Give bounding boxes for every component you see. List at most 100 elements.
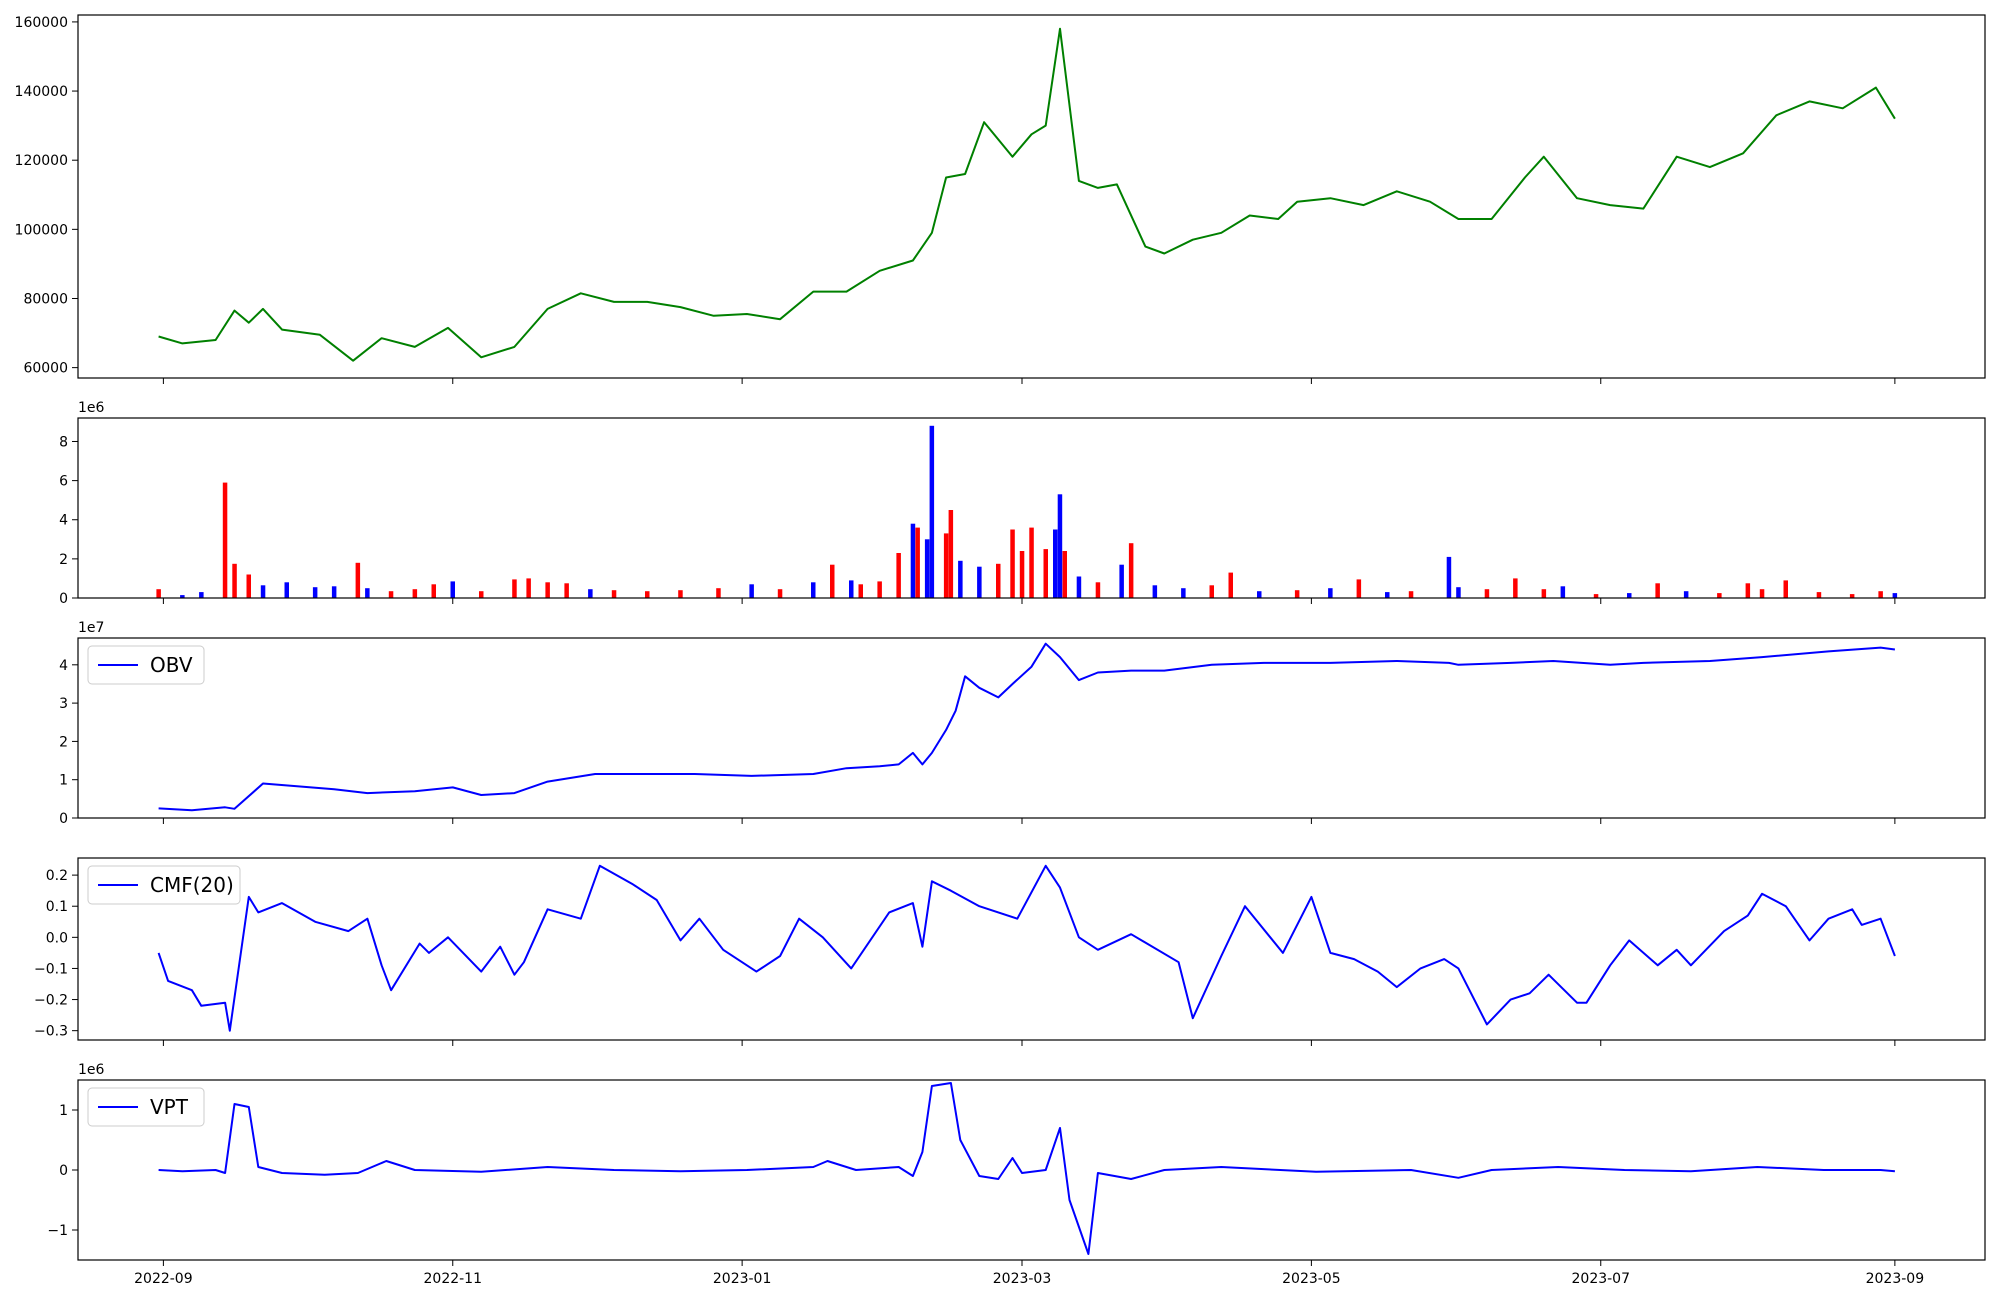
volume-bar bbox=[1408, 591, 1414, 598]
volume-bar bbox=[1057, 494, 1063, 598]
volume-bar bbox=[1446, 556, 1452, 598]
volume-bar bbox=[1294, 590, 1300, 598]
volume-bar bbox=[246, 574, 251, 598]
volume-bar bbox=[678, 590, 683, 598]
volume-bar bbox=[512, 579, 517, 598]
legend-box bbox=[87, 645, 205, 685]
volume-bar bbox=[365, 588, 370, 598]
panel-volume: 0 2 4 6 8 1e6 bbox=[59, 400, 1986, 607]
volume-bar bbox=[526, 578, 531, 598]
volume-bar bbox=[1385, 592, 1390, 598]
axes-frame-cmf bbox=[77, 857, 1986, 1041]
volume-bar bbox=[1717, 593, 1722, 598]
y-tick-label-obv: 2 bbox=[59, 734, 68, 750]
y-tick-label-volume: 4 bbox=[59, 513, 68, 529]
legend-label: CMF(20) bbox=[150, 873, 234, 897]
y-tick-label-price: 60000 bbox=[23, 361, 68, 377]
volume-bar bbox=[749, 584, 754, 598]
panel-cmf: −0.3 −0.2 −0.1 0.0 0.1 0.2 CMF(20) bbox=[34, 857, 1986, 1046]
volume-bar bbox=[232, 563, 237, 598]
volume-bar bbox=[958, 560, 963, 598]
x-tick-label: 2022-09 bbox=[134, 1271, 193, 1287]
volume-bar bbox=[1095, 582, 1101, 598]
volume-bar bbox=[943, 533, 949, 598]
volume-bar bbox=[331, 586, 337, 598]
legend-label: VPT bbox=[150, 1095, 189, 1119]
y-tick-label-cmf: −0.2 bbox=[34, 993, 68, 1009]
y-tick-label-cmf: 0.0 bbox=[46, 930, 68, 946]
volume-bar bbox=[180, 595, 185, 598]
volume-bar bbox=[1513, 578, 1518, 598]
y-tick-label-price: 80000 bbox=[23, 291, 68, 307]
legend-cmf: CMF(20) bbox=[87, 865, 241, 905]
y-tick-label-vpt: 1 bbox=[59, 1103, 68, 1119]
volume-bar bbox=[716, 588, 721, 598]
y-tick-label-obv: 4 bbox=[59, 658, 68, 674]
volume-bar bbox=[1356, 579, 1362, 598]
volume-bar bbox=[924, 539, 930, 598]
y-tick-label-cmf: 0.1 bbox=[46, 899, 68, 915]
panel-obv: 0 1 2 3 4 1e7 OBV bbox=[59, 620, 1986, 827]
y-tick-label-volume: 8 bbox=[59, 434, 68, 450]
exponent-label-obv: 1e7 bbox=[78, 620, 104, 636]
volume-bar bbox=[1019, 551, 1025, 598]
axes-frame-vpt bbox=[77, 1079, 1986, 1261]
series-line-cmf bbox=[157, 864, 1896, 1032]
panel-price: 60000 80000 100000 120000 140000 160000 bbox=[15, 14, 1986, 384]
volume-bar bbox=[1892, 593, 1898, 598]
volume-bar bbox=[915, 527, 920, 598]
volume-bar bbox=[611, 590, 617, 598]
volume-bar bbox=[1593, 594, 1599, 598]
series-line-price bbox=[158, 27, 1896, 362]
exponent-label-volume: 1e6 bbox=[78, 400, 105, 416]
volume-bar bbox=[1816, 592, 1822, 598]
y-tick-label-price: 100000 bbox=[15, 222, 68, 238]
volume-bar bbox=[1062, 551, 1067, 598]
volume-bar bbox=[929, 425, 935, 598]
volume-bar bbox=[830, 564, 835, 598]
volume-bar bbox=[199, 592, 204, 598]
y-tick-label-vpt: 0 bbox=[59, 1163, 68, 1179]
volume-bar bbox=[1228, 572, 1233, 598]
volume-bar bbox=[450, 581, 455, 598]
volume-bar bbox=[1683, 591, 1689, 598]
volume-bar bbox=[1010, 529, 1015, 598]
volume-bar bbox=[977, 566, 982, 598]
x-tick-label: 2023-03 bbox=[993, 1271, 1052, 1287]
volume-bar bbox=[645, 591, 650, 598]
volume-bar bbox=[996, 563, 1001, 598]
panel-vpt: −1 0 1 1e6 2022-09 2022-11 2023-01 2023-03 2023-… bbox=[47, 1062, 1986, 1287]
volume-bar bbox=[260, 585, 266, 598]
volume-bar bbox=[1456, 587, 1461, 598]
x-tick-label: 2022-11 bbox=[424, 1271, 483, 1287]
volume-bar bbox=[877, 581, 882, 598]
volume-bar bbox=[1560, 586, 1566, 598]
volume-bar bbox=[1152, 585, 1158, 598]
x-tick-label: 2023-01 bbox=[713, 1271, 772, 1287]
y-tick-label-volume: 6 bbox=[59, 474, 68, 490]
volume-bar bbox=[896, 553, 901, 598]
y-tick-label-price: 160000 bbox=[15, 15, 68, 31]
volume-bar bbox=[858, 584, 863, 598]
volume-bar bbox=[849, 580, 854, 598]
volume-bar bbox=[1076, 576, 1082, 598]
volume-bar bbox=[588, 589, 593, 598]
y-tick-label-cmf: −0.3 bbox=[34, 1024, 68, 1040]
volume-bar bbox=[948, 510, 954, 598]
series-line-vpt bbox=[158, 1082, 1895, 1255]
volume-bar bbox=[312, 587, 318, 598]
volume-bar bbox=[479, 591, 484, 598]
y-tick-label-obv: 1 bbox=[59, 773, 68, 789]
exponent-label-vpt: 1e6 bbox=[78, 1062, 105, 1078]
x-tick-label: 2023-05 bbox=[1282, 1271, 1341, 1287]
y-tick-label-cmf: −0.1 bbox=[34, 961, 68, 977]
volume-bar bbox=[156, 589, 161, 598]
volume-bar bbox=[1043, 549, 1048, 598]
volume-bar bbox=[1181, 588, 1186, 598]
axes-frame-obv bbox=[77, 637, 1986, 819]
volume-bar bbox=[1655, 583, 1660, 598]
legend-box bbox=[87, 865, 241, 905]
legend-box bbox=[87, 1087, 205, 1127]
axes-frame-price bbox=[77, 14, 1986, 379]
